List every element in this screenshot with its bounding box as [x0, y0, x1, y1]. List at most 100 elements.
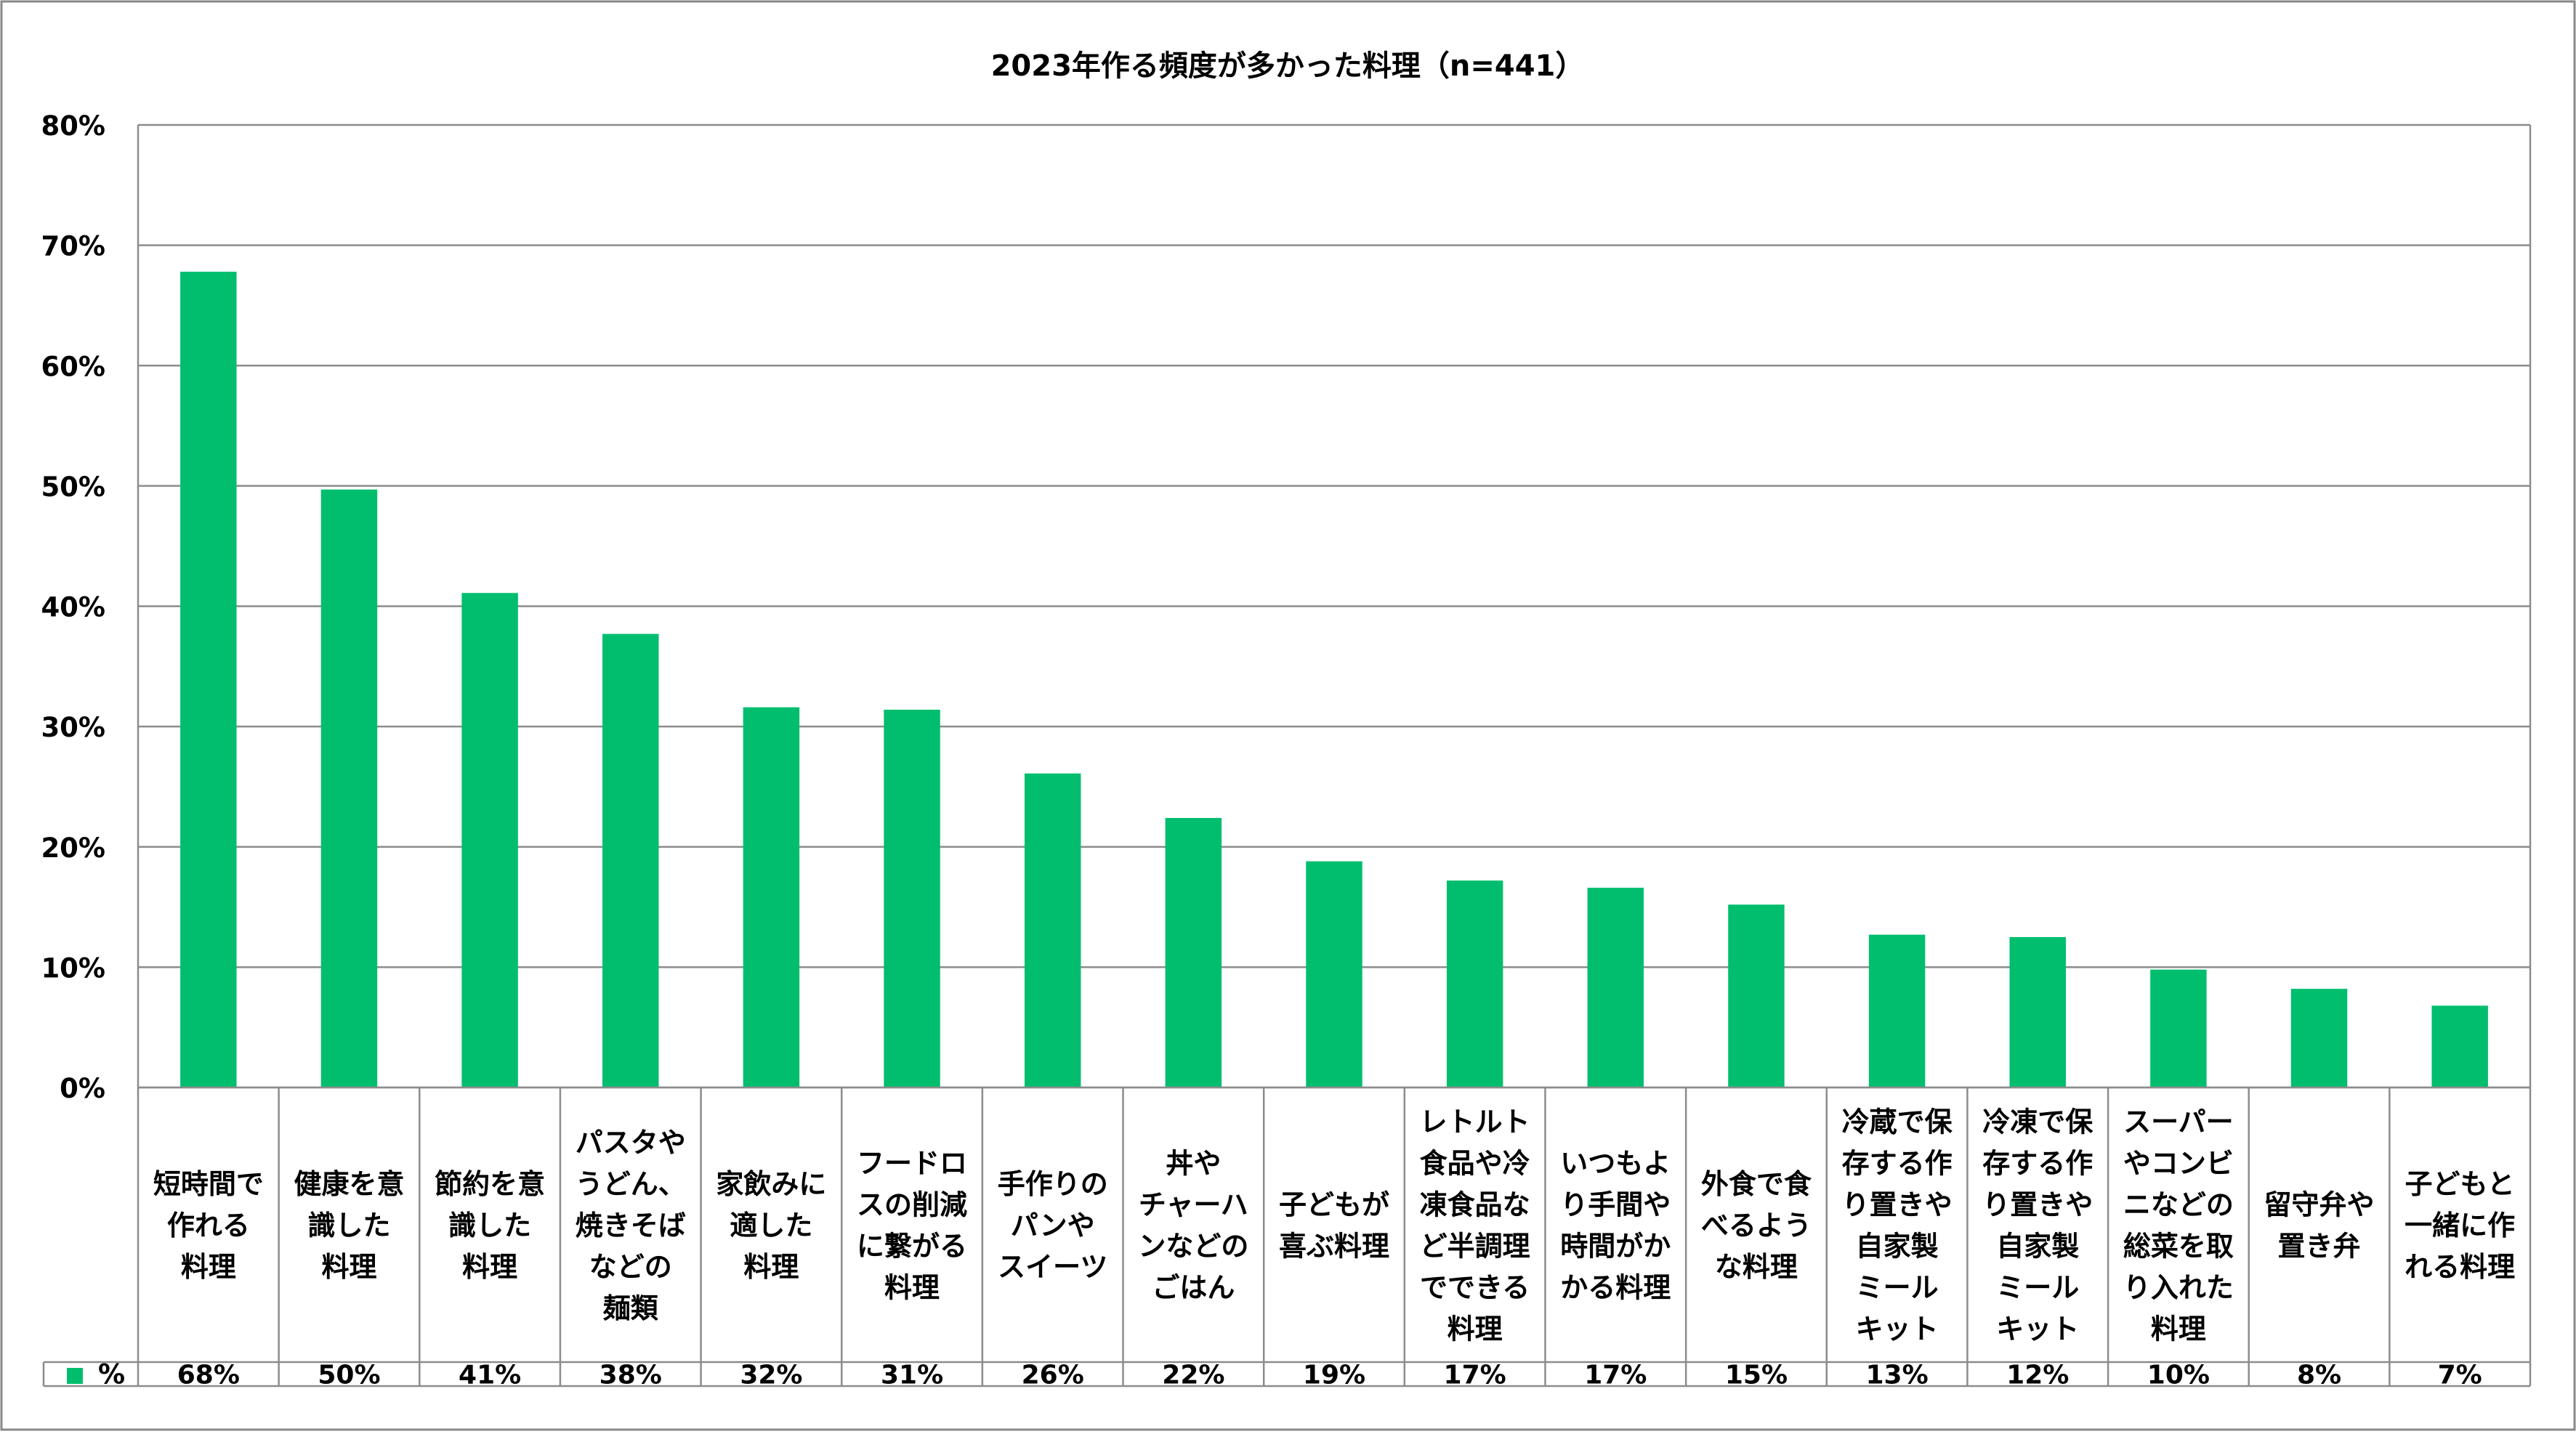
category-label: 料理 — [462, 1251, 517, 1283]
y-tick-label: 40% — [41, 592, 105, 623]
category-label: 自家製 — [1856, 1231, 1939, 1263]
category-label: 凍食品な — [1420, 1189, 1530, 1221]
bars — [180, 272, 2488, 1087]
category-label: 節約を意 — [435, 1168, 545, 1200]
data-label: 10% — [2147, 1361, 2210, 1390]
category-label: でできる — [1420, 1272, 1530, 1304]
y-tick-label: 50% — [41, 471, 105, 503]
y-tick-label: 30% — [41, 712, 105, 743]
category-label: スの削減 — [857, 1189, 967, 1221]
category-label: キット — [1996, 1313, 2079, 1345]
bar — [1165, 818, 1222, 1087]
data-label: 26% — [1022, 1361, 1084, 1390]
bar — [602, 633, 659, 1087]
category-label: 料理 — [884, 1272, 940, 1304]
category-label: り置きや — [1982, 1189, 2093, 1221]
data-label: 7% — [2438, 1361, 2482, 1390]
category-label: 料理 — [321, 1251, 376, 1283]
data-label: 15% — [1725, 1361, 1788, 1390]
category-label: 食品や冷 — [1420, 1148, 1530, 1180]
category-label: 総菜を取 — [2123, 1231, 2234, 1263]
category-label: 適した — [730, 1210, 812, 1241]
category-label: 存する作 — [1842, 1148, 1953, 1180]
category-label: 健康を意 — [294, 1168, 404, 1200]
category-label: チャーハ — [1139, 1189, 1248, 1221]
category-label: ミール — [1996, 1272, 2079, 1304]
category-label: ごはん — [1152, 1272, 1235, 1304]
category-label: れる料理 — [2405, 1251, 2515, 1283]
data-label: 13% — [1866, 1361, 1929, 1390]
category-label: パンや — [1011, 1210, 1095, 1241]
category-label: などの — [589, 1251, 672, 1283]
bar — [1728, 904, 1785, 1087]
y-tick-label: 80% — [41, 110, 105, 142]
category-label: 冷凍で保 — [1982, 1106, 2093, 1138]
category-label: 子どもが — [1279, 1189, 1389, 1221]
bar — [1446, 880, 1503, 1087]
y-tick-label: 60% — [41, 351, 105, 382]
category-label: 一緒に作 — [2405, 1210, 2515, 1241]
data-label: 31% — [881, 1361, 943, 1390]
bar — [1024, 773, 1081, 1087]
category-label: 短時間で — [153, 1168, 264, 1200]
category-label: かる料理 — [1560, 1272, 1671, 1304]
category-label: べるよう — [1701, 1210, 1812, 1241]
bar — [2431, 1005, 2488, 1087]
bar — [1306, 861, 1362, 1087]
bar — [1587, 888, 1644, 1087]
category-label: 自家製 — [1996, 1231, 2079, 1263]
bar — [884, 709, 940, 1087]
category-label: スイーツ — [998, 1251, 1107, 1283]
category-label: 手作りの — [998, 1168, 1108, 1200]
category-label: いつもよ — [1560, 1148, 1671, 1180]
data-label: 12% — [2006, 1361, 2069, 1390]
data-label: 22% — [1162, 1361, 1224, 1390]
category-label: 存する作 — [1982, 1148, 2093, 1180]
category-label: な料理 — [1715, 1251, 1798, 1283]
category-label: うどん、 — [576, 1168, 686, 1200]
legend-label: % — [98, 1359, 125, 1390]
category-label: 料理 — [181, 1251, 236, 1283]
category-label: ンなどの — [1138, 1231, 1248, 1263]
category-label: 識した — [307, 1210, 390, 1241]
data-label: 8% — [2297, 1361, 2341, 1390]
bar — [2290, 989, 2348, 1087]
data-label: 50% — [318, 1361, 380, 1390]
legend-swatch — [67, 1368, 83, 1384]
data-label: 17% — [1444, 1361, 1506, 1390]
data-label: 68% — [177, 1361, 240, 1390]
category-label: パスタや — [576, 1127, 686, 1159]
category-label: ニなどの — [2123, 1189, 2234, 1221]
data-label: 32% — [740, 1361, 802, 1390]
category-label: 麺類 — [603, 1292, 659, 1324]
category-label: 留守弁や — [2264, 1189, 2375, 1221]
category-label: り置きや — [1842, 1189, 1953, 1221]
category-label: 時間がか — [1560, 1231, 1671, 1263]
y-axis-ticks: 0% 10% 20% 30% 40% 50% 60% 70% 80% — [41, 110, 105, 1104]
bar — [2009, 936, 2066, 1087]
chart-title: 2023年作る頻度が多かった料理（n=441） — [991, 49, 1585, 83]
y-tick-label: 0% — [60, 1073, 105, 1104]
category-label: 丼や — [1166, 1148, 1221, 1180]
bar — [461, 593, 518, 1087]
category-label: 作れる — [167, 1210, 250, 1241]
category-label: 料理 — [2151, 1313, 2206, 1345]
category-label: 子どもと — [2405, 1168, 2515, 1200]
bar — [1868, 934, 1926, 1087]
category-label: 喜ぶ料理 — [1279, 1231, 1389, 1263]
data-label: 38% — [599, 1361, 662, 1390]
category-label: り入れた — [2123, 1272, 2234, 1304]
bar — [180, 272, 237, 1087]
category-label: 外食で食 — [1701, 1168, 1812, 1200]
category-label: フードロ — [857, 1148, 967, 1180]
category-label: ミール — [1856, 1272, 1939, 1304]
data-label: 17% — [1584, 1361, 1647, 1390]
category-label: 置き弁 — [2278, 1231, 2361, 1263]
bar — [743, 707, 800, 1087]
bar — [320, 489, 378, 1087]
category-label: レトルト — [1420, 1106, 1530, 1138]
bar — [2150, 969, 2207, 1087]
data-label: 19% — [1303, 1361, 1365, 1390]
category-label: に繋がる — [857, 1231, 967, 1263]
